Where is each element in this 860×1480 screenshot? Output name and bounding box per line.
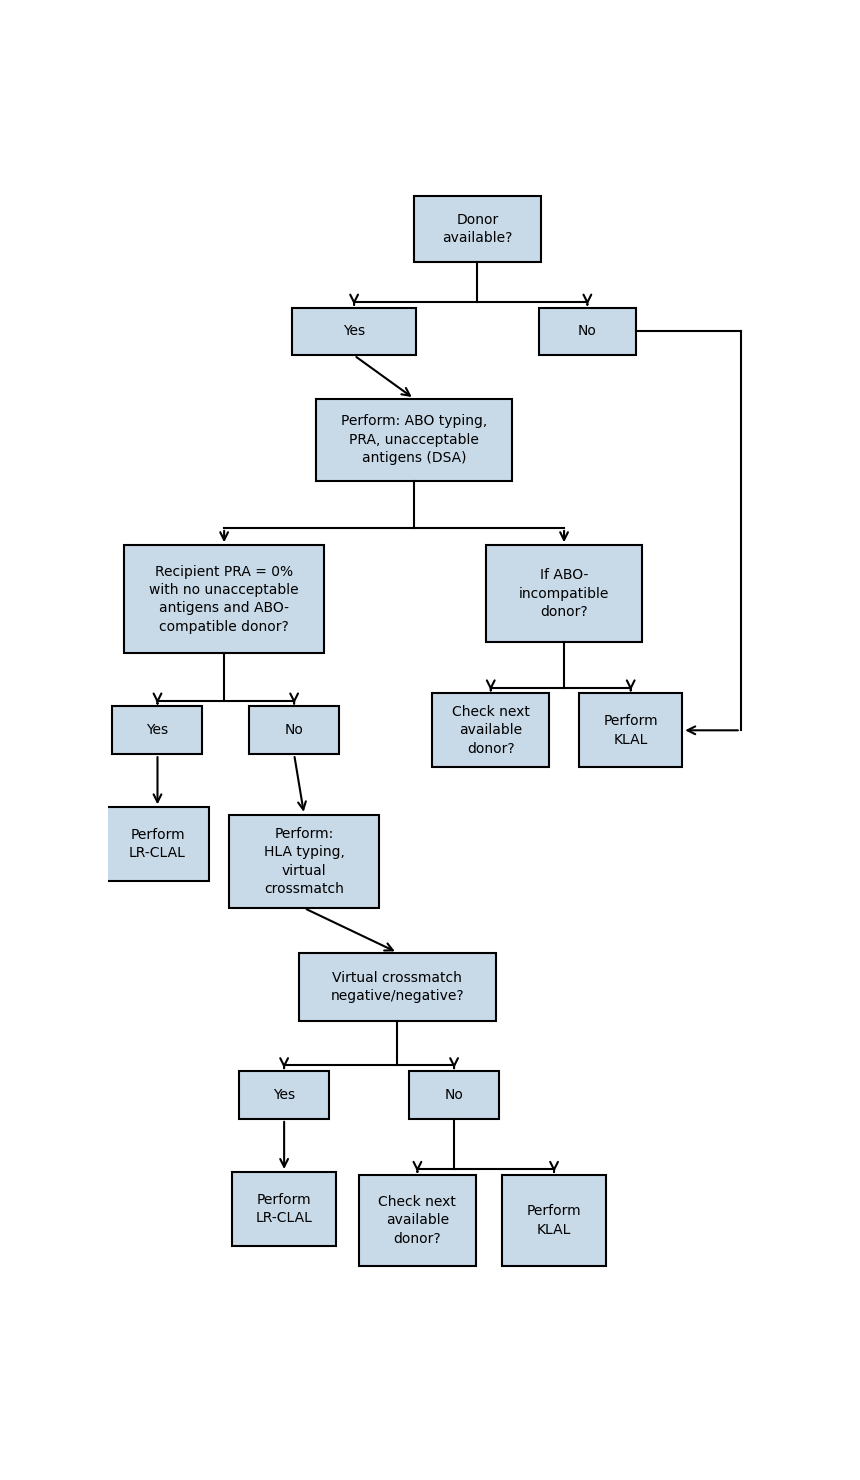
Text: Recipient PRA = 0%
with no unacceptable
antigens and ABO-
compatible donor?: Recipient PRA = 0% with no unacceptable …	[150, 565, 299, 633]
FancyBboxPatch shape	[239, 1072, 329, 1119]
FancyBboxPatch shape	[486, 545, 642, 642]
FancyBboxPatch shape	[106, 807, 209, 881]
FancyBboxPatch shape	[113, 706, 202, 755]
Text: Check next
available
donor?: Check next available donor?	[452, 704, 530, 756]
FancyBboxPatch shape	[415, 195, 541, 262]
FancyBboxPatch shape	[316, 398, 513, 481]
Text: Perform:
HLA typing,
virtual
crossmatch: Perform: HLA typing, virtual crossmatch	[264, 827, 345, 895]
Text: Check next
available
donor?: Check next available donor?	[378, 1194, 457, 1246]
FancyBboxPatch shape	[433, 693, 549, 767]
Text: Perform
KLAL: Perform KLAL	[604, 715, 658, 746]
Text: Virtual crossmatch
negative/negative?: Virtual crossmatch negative/negative?	[330, 971, 464, 1003]
FancyBboxPatch shape	[359, 1175, 476, 1265]
Text: If ABO-
incompatible
donor?: If ABO- incompatible donor?	[519, 568, 609, 619]
FancyBboxPatch shape	[229, 814, 379, 909]
FancyBboxPatch shape	[232, 1172, 335, 1246]
FancyBboxPatch shape	[292, 308, 415, 355]
Text: Yes: Yes	[146, 724, 169, 737]
Text: Perform: ABO typing,
PRA, unacceptable
antigens (DSA): Perform: ABO typing, PRA, unacceptable a…	[341, 414, 488, 465]
FancyBboxPatch shape	[249, 706, 339, 755]
FancyBboxPatch shape	[124, 545, 324, 653]
Text: No: No	[578, 324, 597, 339]
FancyBboxPatch shape	[539, 308, 636, 355]
FancyBboxPatch shape	[409, 1072, 499, 1119]
Text: Perform
KLAL: Perform KLAL	[526, 1205, 581, 1236]
Text: Yes: Yes	[343, 324, 366, 339]
Text: Yes: Yes	[273, 1088, 295, 1103]
Text: Perform
LR-CLAL: Perform LR-CLAL	[129, 829, 186, 860]
Text: No: No	[445, 1088, 464, 1103]
Text: Perform
LR-CLAL: Perform LR-CLAL	[255, 1193, 312, 1225]
FancyBboxPatch shape	[502, 1175, 605, 1265]
FancyBboxPatch shape	[299, 953, 495, 1021]
Text: Donor
available?: Donor available?	[442, 213, 513, 246]
FancyBboxPatch shape	[579, 693, 682, 767]
Text: No: No	[285, 724, 304, 737]
